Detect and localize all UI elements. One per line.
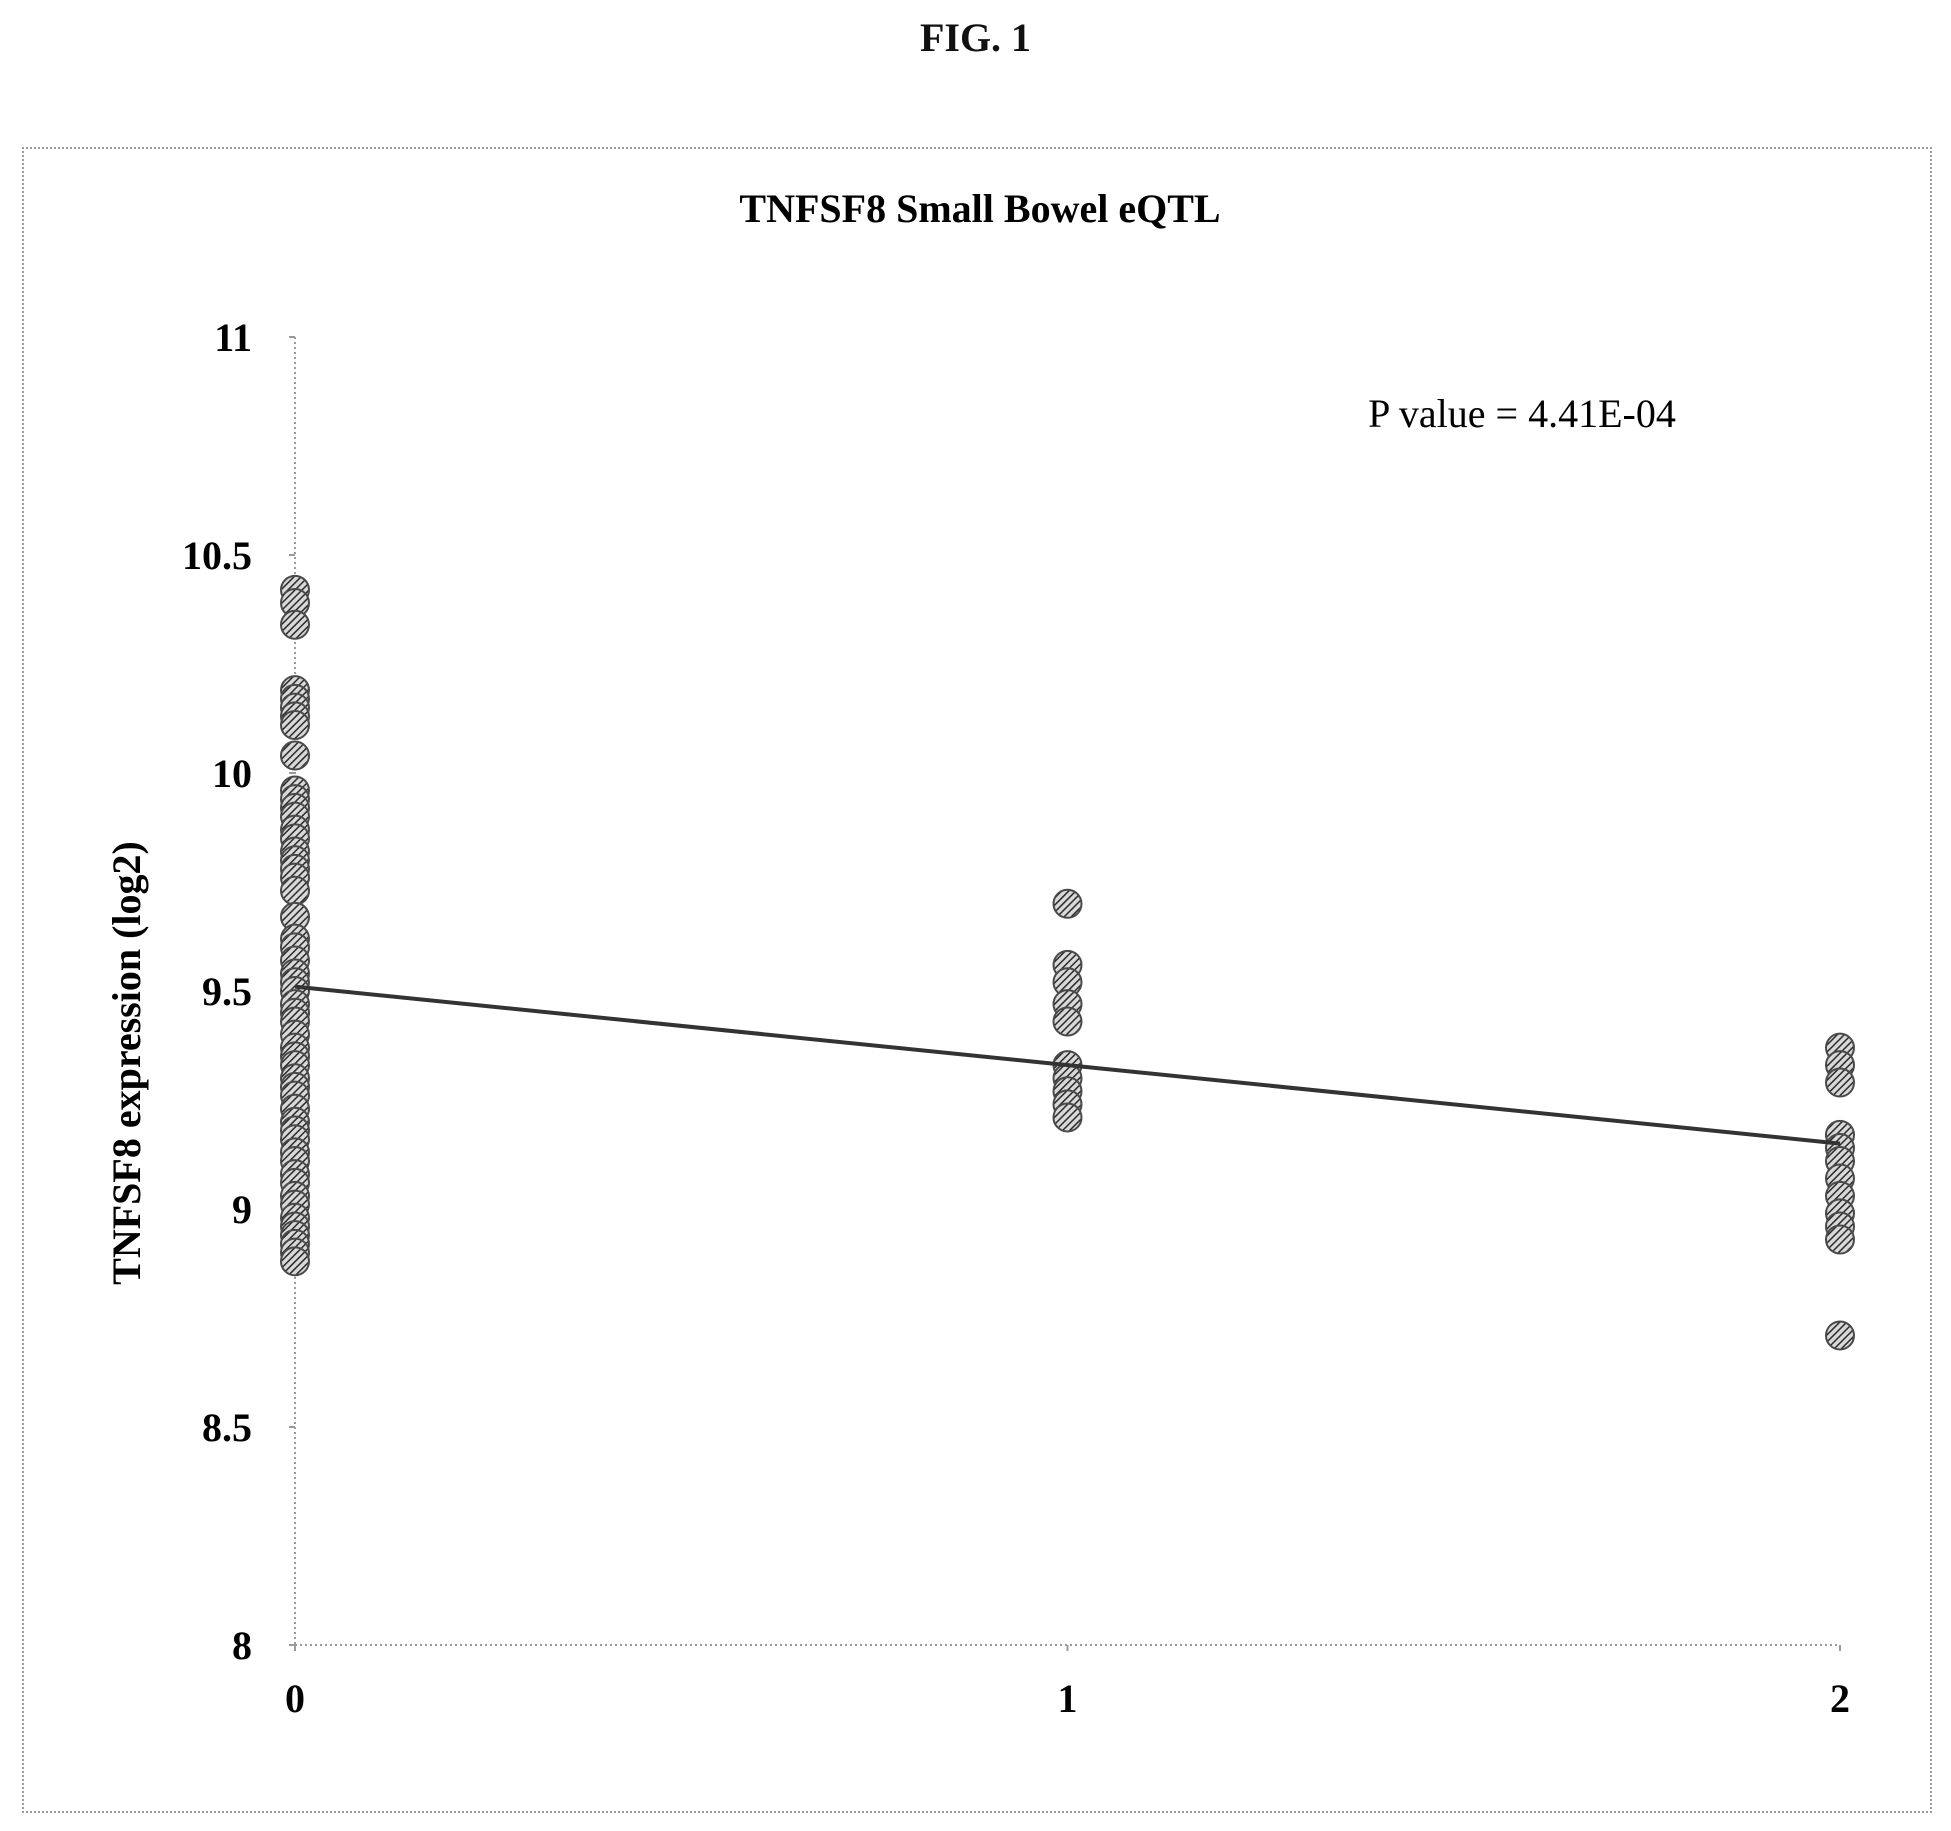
y-tick-label: 9	[232, 1187, 252, 1232]
data-point	[280, 740, 310, 771]
data-point	[280, 1246, 310, 1277]
y-tick-label: 8.5	[202, 1405, 252, 1450]
y-tick-label: 11	[214, 315, 252, 360]
chart-title: TNFSF8 Small Bowel eQTL	[739, 186, 1220, 231]
x-tick-label: 1	[1058, 1676, 1078, 1721]
figure-label: FIG. 1	[919, 15, 1032, 60]
data-point	[280, 710, 310, 741]
p-value-annotation: P value = 4.41E-04	[1368, 391, 1676, 436]
y-axis-title: TNFSF8 expression (log2)	[104, 841, 149, 1285]
chart-frame	[22, 147, 1932, 1813]
data-point	[1052, 1006, 1083, 1037]
data-point	[1825, 1224, 1855, 1255]
data-point	[1052, 1102, 1083, 1133]
trend-line	[294, 984, 1841, 1146]
data-point	[280, 609, 310, 640]
x-tick-label: 0	[285, 1676, 305, 1721]
data-point	[1825, 1320, 1855, 1351]
y-tick-label: 10	[212, 751, 252, 796]
y-tick-label: 9.5	[202, 969, 252, 1014]
data-point	[1052, 888, 1083, 919]
data-point	[280, 875, 310, 906]
y-tick-label: 10.5	[182, 533, 252, 578]
data-point	[1825, 1067, 1855, 1098]
y-tick-label: 8	[232, 1623, 252, 1668]
x-tick-label: 2	[1830, 1676, 1850, 1721]
plot-layer: 8 8.5 9 9.5 10 10.5 11 0 1 2	[182, 315, 1855, 1721]
